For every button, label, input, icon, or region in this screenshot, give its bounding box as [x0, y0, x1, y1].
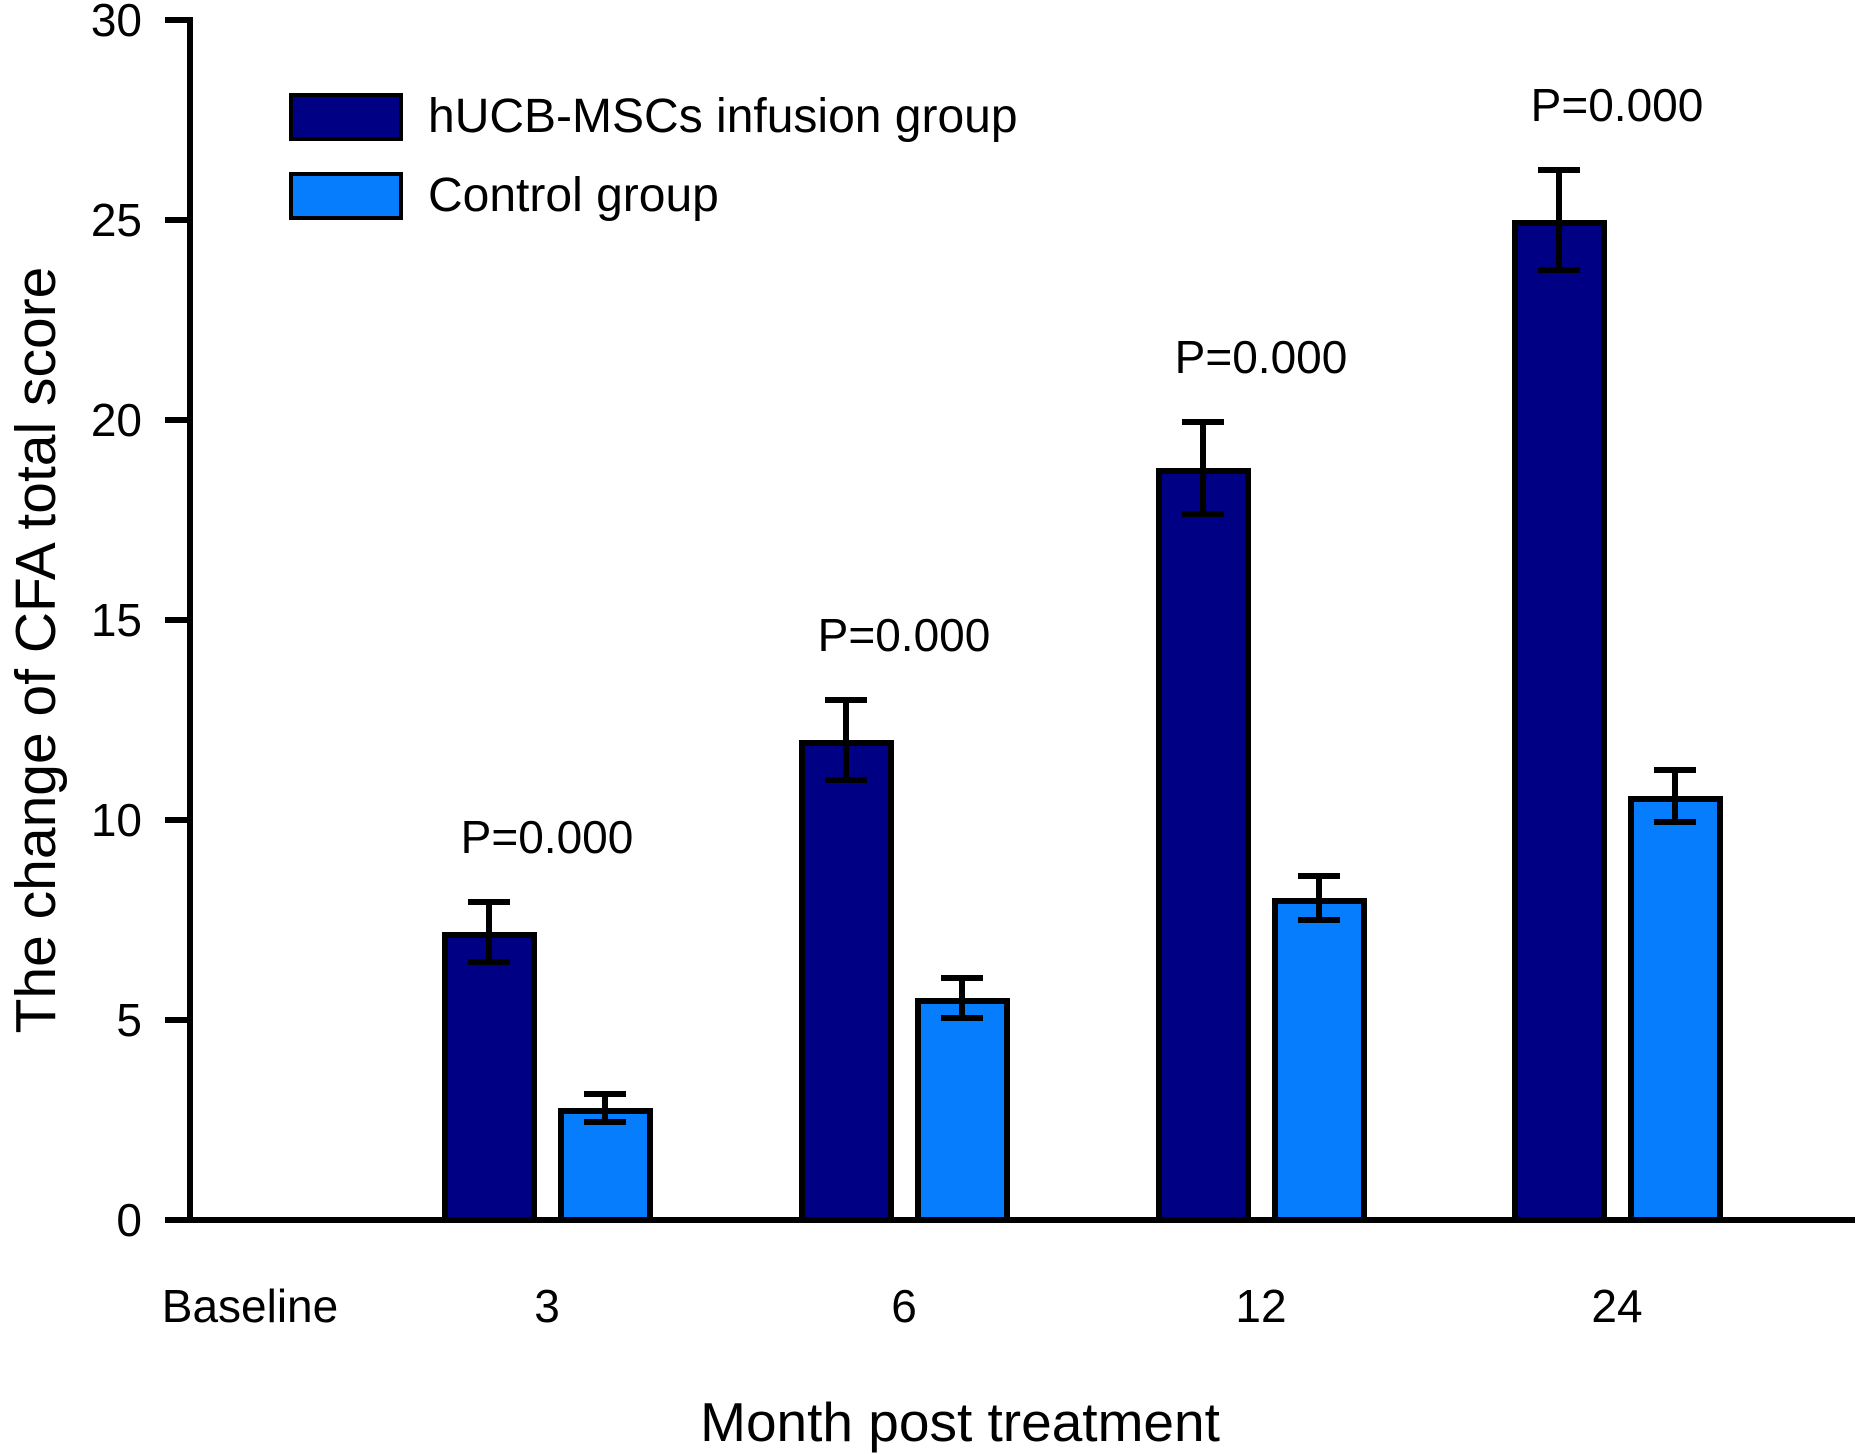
error-bar-cap-bottom	[468, 959, 510, 965]
bar-hucb-mscs-12	[1156, 468, 1251, 1223]
y-tick-mark	[165, 17, 187, 23]
bar-control-6	[915, 998, 1010, 1223]
x-tick-label: 12	[1235, 1280, 1287, 1332]
error-bar-line	[843, 700, 849, 780]
y-axis-title: The change of CFA total score	[4, 266, 68, 1034]
bar-control-12	[1272, 898, 1367, 1223]
error-bar-cap-bottom	[825, 777, 867, 783]
error-bar-cap-bottom	[1182, 511, 1224, 517]
error-bar-line	[1316, 876, 1322, 920]
legend-swatch-hucb-mscs	[289, 93, 403, 141]
y-tick-mark	[165, 817, 187, 823]
error-bar-line	[1672, 770, 1678, 822]
error-bar-cap-bottom	[584, 1119, 626, 1125]
error-bar-line	[602, 1094, 608, 1122]
y-tick-mark	[165, 1217, 187, 1223]
y-tick-label: 10	[90, 794, 142, 846]
bar-control-3	[558, 1108, 653, 1223]
error-bar-cap-top	[468, 899, 510, 905]
bar-hucb-mscs-24	[1512, 220, 1607, 1223]
y-tick-label: 25	[90, 194, 142, 246]
y-axis-line	[187, 17, 193, 1223]
bar-control-24	[1628, 796, 1723, 1223]
x-tick-label: 24	[1591, 1280, 1643, 1332]
legend-swatch-control	[289, 172, 403, 220]
x-tick-label: 6	[891, 1280, 917, 1332]
p-value-label-3: P=0.000	[460, 811, 634, 863]
error-bar-line	[959, 978, 965, 1018]
error-bar-cap-bottom	[1654, 819, 1696, 825]
bar-hucb-mscs-6	[799, 740, 894, 1223]
y-tick-mark	[165, 217, 187, 223]
error-bar-cap-top	[825, 697, 867, 703]
p-value-label-12: P=0.000	[1174, 331, 1348, 383]
error-bar-line	[1200, 422, 1206, 514]
y-tick-label: 15	[90, 594, 142, 646]
error-bar-cap-top	[1298, 873, 1340, 879]
bar-hucb-mscs-3	[442, 932, 537, 1223]
x-tick-label: Baseline	[161, 1280, 339, 1332]
x-tick-label: 3	[534, 1280, 560, 1332]
legend-label-control: Control group	[428, 169, 719, 222]
error-bar-cap-bottom	[1298, 917, 1340, 923]
error-bar-line	[1556, 170, 1562, 270]
y-tick-mark	[165, 417, 187, 423]
p-value-label-24: P=0.000	[1530, 79, 1704, 131]
y-tick-label: 0	[116, 1194, 142, 1246]
y-tick-label: 5	[116, 994, 142, 1046]
p-value-label-6: P=0.000	[817, 609, 991, 661]
y-tick-mark	[165, 617, 187, 623]
error-bar-cap-top	[1654, 767, 1696, 773]
y-tick-mark	[165, 1017, 187, 1023]
error-bar-cap-top	[1538, 167, 1580, 173]
x-axis-title: Month post treatment	[700, 1391, 1220, 1453]
x-axis-line	[187, 1217, 1855, 1223]
error-bar-line	[486, 902, 492, 962]
error-bar-cap-top	[1182, 419, 1224, 425]
y-axis-title-wrap: The change of CFA total score	[0, 267, 636, 1034]
error-bar-cap-bottom	[1538, 267, 1580, 273]
y-tick-label: 30	[90, 0, 142, 46]
legend-label-hucb-mscs: hUCB-MSCs infusion group	[428, 90, 1018, 143]
error-bar-cap-top	[584, 1091, 626, 1097]
error-bar-cap-top	[941, 975, 983, 981]
y-tick-label: 20	[90, 394, 142, 446]
error-bar-cap-bottom	[941, 1015, 983, 1021]
